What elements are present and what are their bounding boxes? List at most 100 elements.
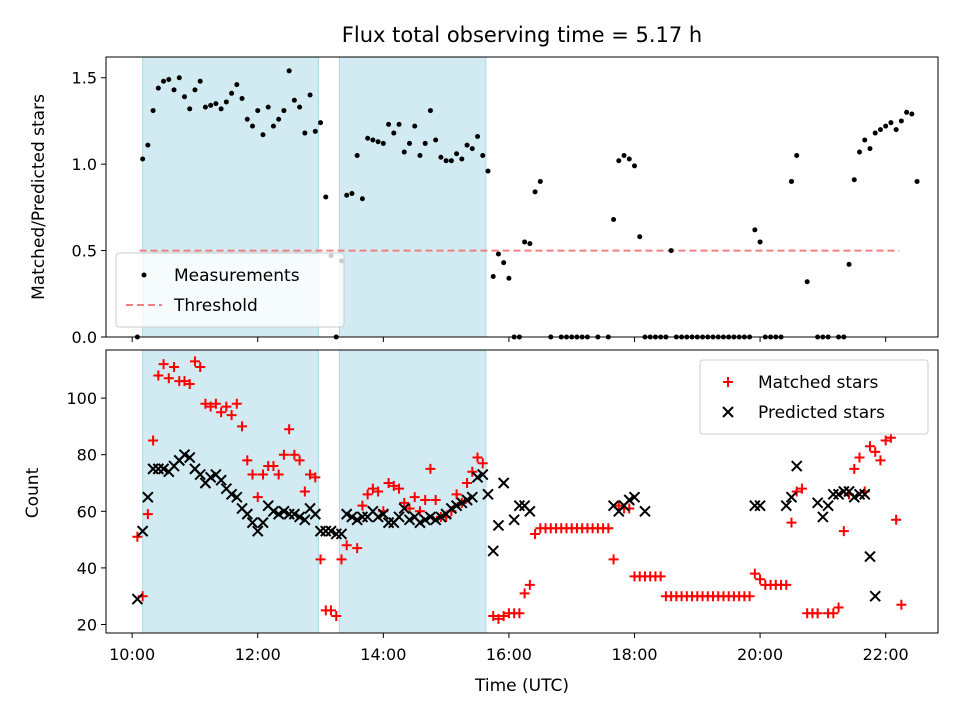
measurement-point <box>401 149 407 155</box>
x-tick-label: 16:00 <box>486 645 532 664</box>
legend: Measurements Threshold <box>115 252 345 328</box>
predicted-point <box>194 468 206 481</box>
matched-point <box>284 424 295 435</box>
chart-title: Flux total observing time = 5.17 h <box>342 23 702 47</box>
predicted-point <box>131 593 144 605</box>
measurement-point <box>427 108 433 114</box>
measurement-point <box>422 140 428 146</box>
measurement-point <box>417 153 423 159</box>
measurement-point <box>872 130 878 136</box>
measurement-point <box>668 248 674 254</box>
matched-point <box>409 492 420 503</box>
matched-point <box>305 469 316 480</box>
matched-point <box>383 478 394 489</box>
matched-point <box>179 376 190 387</box>
predicted-point <box>398 502 410 515</box>
measurement-point <box>260 132 266 138</box>
matched-point <box>472 452 483 463</box>
matched-point <box>294 455 305 466</box>
measurement-point <box>846 261 852 267</box>
measurement-point <box>229 90 235 96</box>
matched-point <box>781 579 792 590</box>
matched-point <box>268 461 279 472</box>
count-panel: 20 40 60 80 100 10:00 12:00 14:00 16:00 18:00 20:0… <box>66 349 939 664</box>
predicted-point <box>492 519 505 532</box>
predicted-point <box>864 550 876 563</box>
predicted-point <box>147 463 159 475</box>
matched-point <box>603 523 614 534</box>
measurement-point <box>909 111 915 117</box>
measurement-point <box>788 178 794 184</box>
matched-point <box>467 466 478 477</box>
measurement-point <box>265 104 271 110</box>
measurement-point <box>349 191 355 197</box>
matched-point <box>488 611 499 622</box>
matched-point <box>195 361 206 372</box>
predicted-point <box>838 485 850 498</box>
measurement-point <box>412 123 418 129</box>
predicted-point <box>299 514 311 526</box>
matched-point <box>242 455 253 466</box>
measurement-point <box>234 82 240 88</box>
measurement-point <box>448 158 454 164</box>
matched-point <box>210 398 221 409</box>
matched-point <box>257 469 268 480</box>
legend: Matched stars Predicted stars <box>699 359 929 435</box>
matched-point <box>838 526 849 537</box>
x-axis-label: Time (UTC) <box>474 676 569 696</box>
predicted-point <box>817 511 829 523</box>
measurement-point <box>475 134 481 140</box>
matched-point <box>812 608 823 619</box>
measurement-point <box>307 92 313 98</box>
measurement-point <box>914 178 920 184</box>
matched-point <box>462 478 473 489</box>
measurement-point <box>386 121 392 127</box>
measurement-point <box>883 123 889 129</box>
predicted-point <box>482 488 494 501</box>
matched-point <box>336 554 347 565</box>
predicted-point <box>628 491 641 503</box>
measurement-point <box>391 130 397 136</box>
matched-point <box>514 608 525 619</box>
predicted-point <box>356 511 369 523</box>
measurement-point <box>888 120 894 126</box>
matched-point <box>498 611 509 622</box>
measurement-point <box>490 274 496 280</box>
matched-point <box>613 500 624 511</box>
matched-point <box>849 463 860 474</box>
measurement-point <box>621 153 627 159</box>
measurement-point <box>255 108 261 114</box>
matched-point <box>205 401 216 412</box>
predicted-point <box>859 488 871 501</box>
matched-point <box>367 483 378 494</box>
predicted-point <box>754 499 766 512</box>
measurement-point <box>877 127 883 133</box>
legend-marker-measurements <box>141 272 147 278</box>
x-tick-label: 20:00 <box>737 645 783 664</box>
matched-point <box>278 449 289 460</box>
measurement-point <box>365 135 371 141</box>
matched-point <box>373 486 384 497</box>
predicted-point <box>382 516 395 529</box>
measurement-point <box>318 120 324 126</box>
measurement-point <box>851 177 857 183</box>
measurement-point <box>480 153 486 159</box>
predicted-point <box>466 491 478 503</box>
measurement-point <box>637 234 643 240</box>
matched-point <box>352 543 363 554</box>
y-tick-label: 1.0 <box>72 155 97 174</box>
measurement-point <box>459 156 465 162</box>
y-axis-label-ratio: Matched/Predicted stars <box>29 94 49 300</box>
matched-point <box>477 458 488 469</box>
predicted-point <box>152 463 165 475</box>
predicted-point <box>246 516 259 529</box>
y-tick-label: 100 <box>66 389 97 408</box>
matched-point <box>791 486 802 497</box>
predicted-point <box>497 477 510 489</box>
measurement-point <box>380 140 386 146</box>
measurement-point <box>522 239 528 245</box>
matched-point <box>299 486 310 497</box>
matched-point <box>430 494 441 505</box>
matched-point <box>184 378 195 389</box>
measurement-point <box>527 241 533 247</box>
